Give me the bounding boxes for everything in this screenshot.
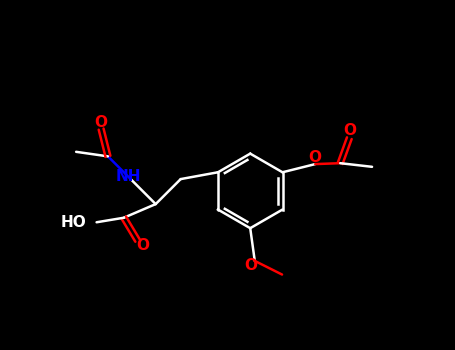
- Text: O: O: [95, 115, 108, 130]
- Text: O: O: [136, 238, 149, 252]
- Text: O: O: [343, 122, 356, 138]
- Text: O: O: [245, 258, 258, 273]
- Text: O: O: [309, 150, 322, 165]
- Text: HO: HO: [61, 215, 86, 230]
- Text: NH: NH: [116, 169, 141, 184]
